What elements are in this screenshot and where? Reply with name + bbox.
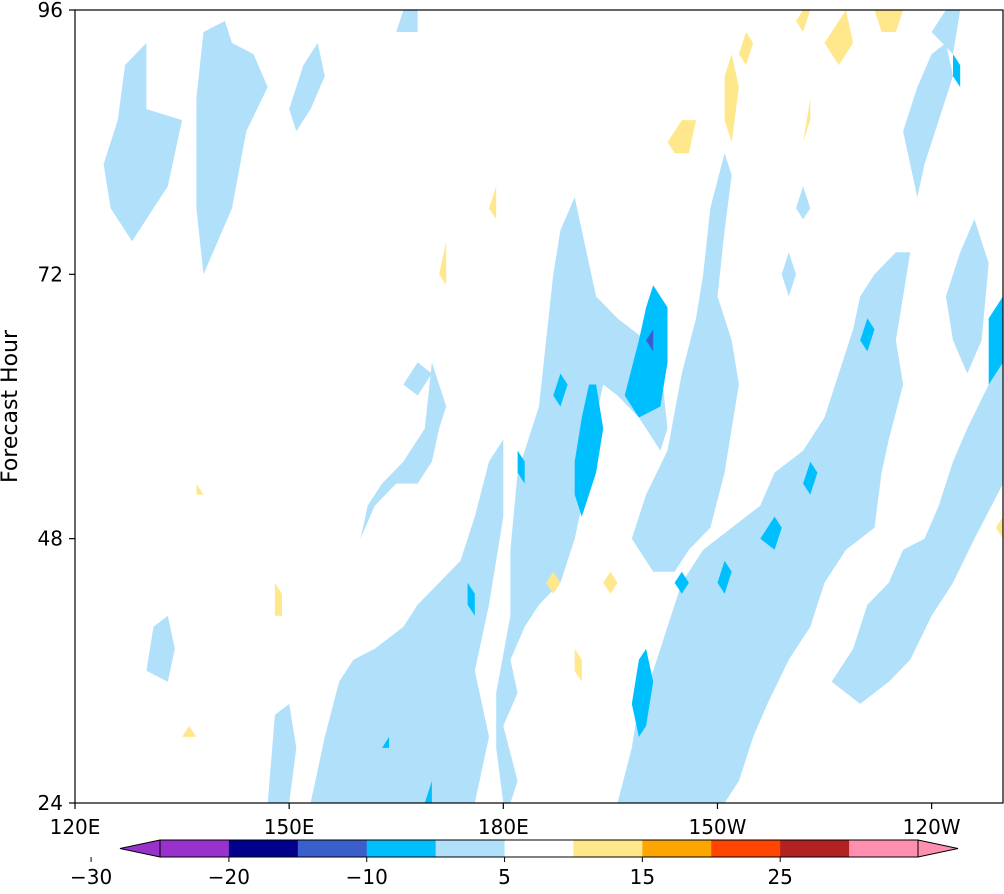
contour-region-20 — [553, 373, 568, 407]
contour-region-2 — [396, 10, 418, 32]
colorbar-segment-0 — [160, 840, 230, 857]
colorbar-segment-8 — [711, 840, 781, 857]
contour-region-46 — [546, 571, 561, 594]
contour-region-36 — [667, 120, 696, 154]
contour-region-18 — [624, 285, 668, 418]
contour-region-23 — [717, 560, 732, 594]
contour-region-49 — [995, 516, 1003, 539]
x-tick-label-1: 150E — [264, 815, 315, 839]
colorbar-segment-5 — [504, 840, 574, 857]
contour-region-16 — [781, 252, 796, 297]
colorbar-frame — [159, 839, 919, 858]
contour-region-42 — [874, 10, 904, 32]
x-tick-label-4: 120W — [903, 815, 961, 839]
colorbar-segment-2 — [297, 840, 368, 857]
contour-region-24 — [674, 571, 689, 594]
contour-region-6 — [310, 439, 504, 803]
contour-region-7 — [360, 362, 447, 539]
contour-region-43 — [274, 582, 282, 616]
colorbar-over-extension — [917, 839, 959, 858]
y-tick-label-1: 48 — [38, 527, 63, 551]
contour-region-35 — [489, 186, 497, 220]
contour-region-17 — [796, 186, 811, 220]
contour-region-32 — [467, 582, 475, 616]
colorbar-segment-6 — [573, 840, 643, 857]
y-tick-label-0: 24 — [38, 791, 63, 815]
y-tick-label-2: 72 — [38, 262, 63, 286]
contour-region-40 — [824, 10, 854, 66]
colorbar: −30 −20 −10 5 15 25 — [70, 839, 959, 889]
contour-region-44 — [196, 483, 204, 495]
contour-region-19 — [574, 384, 604, 517]
colorbar-segment-7 — [642, 840, 712, 857]
contour-regions — [103, 10, 1003, 803]
contour-region-28 — [988, 296, 1003, 385]
colorbar-tick-label-2: −10 — [346, 865, 388, 889]
y-tick-label-3: 96 — [38, 0, 63, 22]
contour-region-39 — [803, 76, 811, 143]
colorbar-tick-label-3: 5 — [498, 865, 511, 889]
x-tick-label-0: 120E — [50, 815, 101, 839]
contour-region-45 — [182, 725, 197, 737]
contour-region-8 — [403, 362, 432, 396]
contour-region-29 — [953, 54, 961, 88]
x-tick-label-3: 150W — [688, 815, 746, 839]
contour-region-22 — [631, 648, 654, 737]
contour-region-25 — [760, 516, 782, 550]
y-axis-label: Forecast Hour — [0, 329, 23, 483]
colorbar-tick-label-4: 15 — [630, 865, 655, 889]
contour-region-31 — [424, 781, 432, 803]
colorbar-tick-label-1: −20 — [208, 865, 250, 889]
contour-region-14 — [931, 10, 961, 55]
x-tick-label-2: 180E — [478, 815, 529, 839]
contour-region-38 — [738, 32, 754, 66]
contour-region-47 — [603, 571, 618, 594]
contour-region-37 — [724, 54, 739, 143]
colorbar-tick-label-5: 25 — [767, 865, 792, 889]
colorbar-segment-3 — [366, 840, 437, 857]
contour-region-21 — [517, 450, 525, 484]
contour-region-5 — [267, 703, 297, 803]
contour-region-11 — [617, 252, 911, 803]
contour-region-10 — [631, 153, 739, 572]
contour-region-4 — [146, 615, 175, 682]
contour-region-3 — [289, 43, 325, 132]
contour-region-30 — [382, 736, 390, 748]
contour-region-33 — [646, 329, 654, 352]
contour-region-15 — [945, 219, 989, 374]
plot-area — [74, 9, 1004, 804]
colorbar-segment-10 — [849, 840, 919, 857]
colorbar-under-extension — [119, 839, 161, 858]
contour-region-13 — [903, 43, 953, 198]
contour-region-41 — [796, 10, 811, 32]
colorbar-segment-9 — [780, 840, 850, 857]
colorbar-segment-4 — [435, 840, 506, 857]
contour-region-34 — [439, 241, 447, 286]
colorbar-tick-label-0: −30 — [70, 865, 112, 889]
contour-region-48 — [574, 648, 582, 682]
plot-frame — [74, 9, 1004, 804]
contour-region-26 — [803, 461, 818, 495]
colorbar-segment-1 — [228, 840, 299, 857]
contour-region-27 — [860, 318, 875, 352]
contour-region-1 — [196, 21, 268, 275]
x-axis: 120E 150E 180E 150W 120W — [50, 803, 961, 839]
contour-region-12 — [831, 351, 1003, 704]
y-axis: 24 48 72 96 — [38, 0, 75, 815]
contour-region-0 — [103, 43, 183, 242]
